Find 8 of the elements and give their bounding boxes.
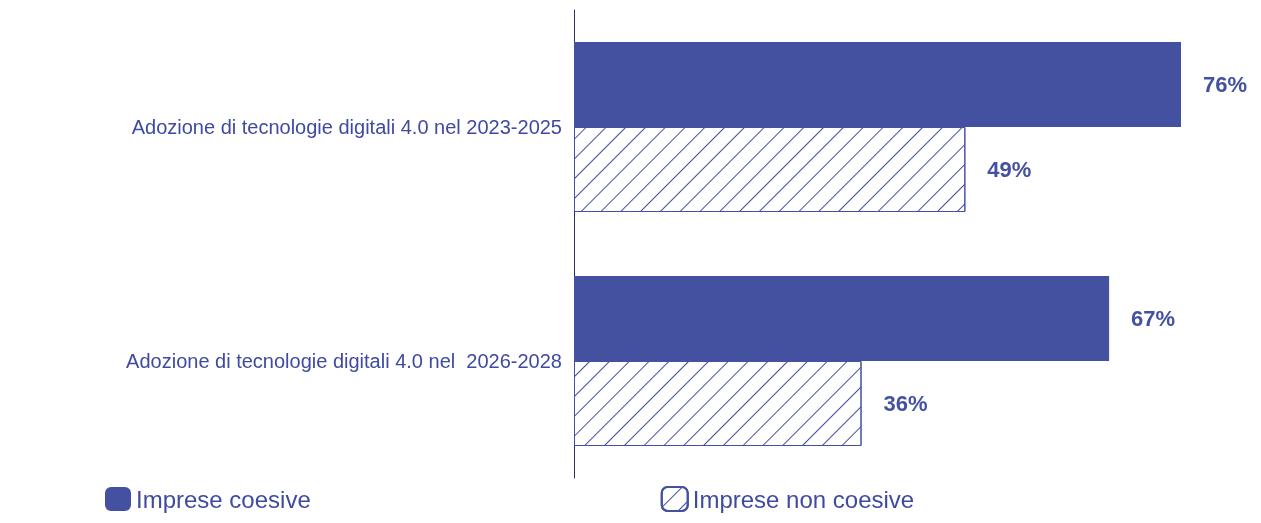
legend-label: Imprese coesive (136, 485, 311, 513)
legend-label: Imprese non coesive (692, 485, 915, 513)
data-label: 36% (883, 391, 928, 416)
data-label: 49% (987, 157, 1032, 182)
data-label: 76% (1203, 72, 1248, 97)
y-tick-label: Adozione di tecnologie digitali 4.0 nel 2023-2025 (131, 116, 562, 138)
data-label: 67% (1131, 306, 1176, 331)
y-tick-label: Adozione di tecnologie digitali 4.0 nel 2026-2028 (126, 350, 562, 372)
